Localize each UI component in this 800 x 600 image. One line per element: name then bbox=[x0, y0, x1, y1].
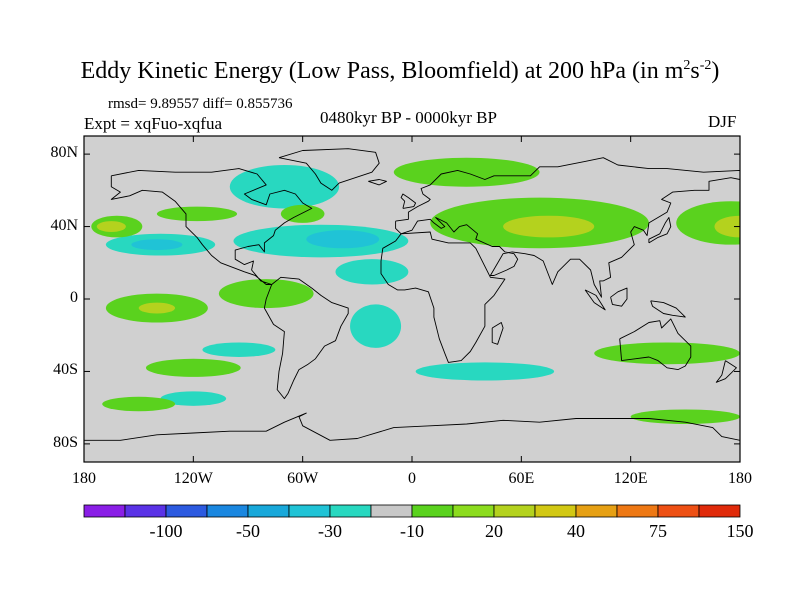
coastline-eurasia bbox=[395, 157, 740, 298]
colorbar-box bbox=[83, 504, 126, 518]
colorbar-box bbox=[165, 504, 208, 518]
anomaly-regions bbox=[91, 157, 740, 424]
coastline-greenland bbox=[278, 148, 380, 191]
period-label: 0480kyr BP - 0000kyr BP bbox=[320, 108, 497, 127]
anomaly-region-arctic-scandinavia-positive bbox=[393, 157, 540, 187]
x-tick-label: 60E bbox=[508, 470, 535, 487]
colorbar-box bbox=[329, 504, 372, 518]
coastline-borneo bbox=[610, 287, 628, 307]
axis-ticks bbox=[83, 136, 741, 462]
anomaly-region-tropical-east-pacific-core bbox=[138, 302, 176, 314]
x-tick-label: 180 bbox=[72, 470, 96, 487]
colorbar-box bbox=[616, 504, 659, 518]
coastline-africa bbox=[380, 231, 506, 363]
anomaly-region-south-atlantic-negative bbox=[350, 304, 402, 348]
anomaly-region-central-asia-core-positive bbox=[503, 215, 595, 238]
anomaly-region-southern-ocean-positive bbox=[630, 409, 740, 424]
colorbar-box bbox=[534, 504, 577, 518]
coastline-north-america bbox=[110, 168, 313, 285]
y-tick-label: 40S bbox=[53, 361, 78, 379]
colorbar-label: -100 bbox=[149, 521, 183, 541]
colorbar-label: 40 bbox=[567, 521, 585, 541]
colorbar-box bbox=[288, 504, 331, 518]
stats-label: rmsd= 9.89557 diff= 0.855736 bbox=[108, 96, 293, 112]
experiment-label: Expt = xqFuo-xqfua bbox=[84, 114, 223, 133]
anomaly-region-north-pacific-core-negative bbox=[131, 239, 183, 251]
y-tick-label: 80S bbox=[53, 433, 78, 451]
anomaly-region-southern-ocean-negative bbox=[160, 391, 227, 406]
colorbar-label: -50 bbox=[236, 521, 260, 541]
y-tick-label: 0 bbox=[70, 289, 78, 306]
coastline-new-guinea bbox=[650, 300, 686, 318]
colorbar-box bbox=[493, 504, 536, 518]
colorbar-box bbox=[575, 504, 618, 518]
anomaly-region-north-atlantic-core-negative bbox=[306, 230, 380, 249]
coastline-australia bbox=[619, 318, 692, 371]
colorbar-label: 75 bbox=[649, 521, 667, 541]
x-tick-label: 120W bbox=[173, 470, 213, 487]
anomaly-region-south-indian-positive bbox=[594, 342, 740, 365]
anomaly-region-atlantic-canada-positive bbox=[280, 204, 325, 223]
colorbar-box bbox=[452, 504, 495, 518]
anomaly-region-east-pacific-south-positive bbox=[102, 396, 176, 412]
anomaly-region-indian-ocean-south-negative bbox=[415, 362, 555, 381]
colorbar bbox=[83, 504, 741, 518]
x-tick-label: 0 bbox=[408, 470, 416, 487]
colorbar-label: -10 bbox=[400, 521, 424, 541]
anomaly-region-tropical-atlantic-negative bbox=[335, 259, 409, 285]
coastline-japan bbox=[648, 217, 672, 244]
coastline-south-america bbox=[263, 276, 349, 400]
anomaly-region-north-america-positive bbox=[156, 206, 238, 222]
colorbar-box bbox=[698, 504, 741, 518]
anomaly-region-south-pacific-negative bbox=[202, 342, 276, 357]
colorbar-label: -30 bbox=[318, 521, 342, 541]
y-tick-label: 40N bbox=[50, 216, 78, 234]
x-tick-label: 120E bbox=[613, 470, 648, 487]
x-tick-label: 60W bbox=[287, 470, 319, 487]
colorbar-label: 20 bbox=[485, 521, 503, 541]
anomaly-region-dateline-core-positive bbox=[714, 215, 740, 238]
anomaly-region-central-pacific-core-positive bbox=[96, 221, 126, 232]
colorbar-box bbox=[411, 504, 454, 518]
coastlines bbox=[84, 148, 740, 441]
anomaly-region-central-america-positive bbox=[218, 279, 314, 309]
coastline-great-britain bbox=[400, 193, 417, 209]
anomaly-region-arctic-canada-negative bbox=[229, 164, 340, 209]
coastline-madagascar bbox=[491, 322, 504, 345]
map-title: Eddy Kinetic Energy (Low Pass, Bloomfiel… bbox=[80, 58, 720, 84]
coastline-iceland bbox=[368, 179, 387, 186]
colorbar-box bbox=[247, 504, 290, 518]
coastline-sumatra bbox=[584, 289, 606, 311]
anomaly-region-south-pacific-positive bbox=[145, 358, 241, 377]
colorbar-box bbox=[206, 504, 249, 518]
coastline-antarctica bbox=[84, 412, 740, 441]
coastline-new-zealand bbox=[715, 360, 737, 383]
colorbar-label: 150 bbox=[726, 521, 754, 541]
colorbar-box bbox=[370, 504, 413, 518]
season-label: DJF bbox=[708, 112, 737, 131]
y-tick-label: 80N bbox=[50, 144, 78, 162]
colorbar-box bbox=[657, 504, 700, 518]
colorbar-box bbox=[124, 504, 167, 518]
x-tick-label: 180 bbox=[728, 470, 752, 487]
